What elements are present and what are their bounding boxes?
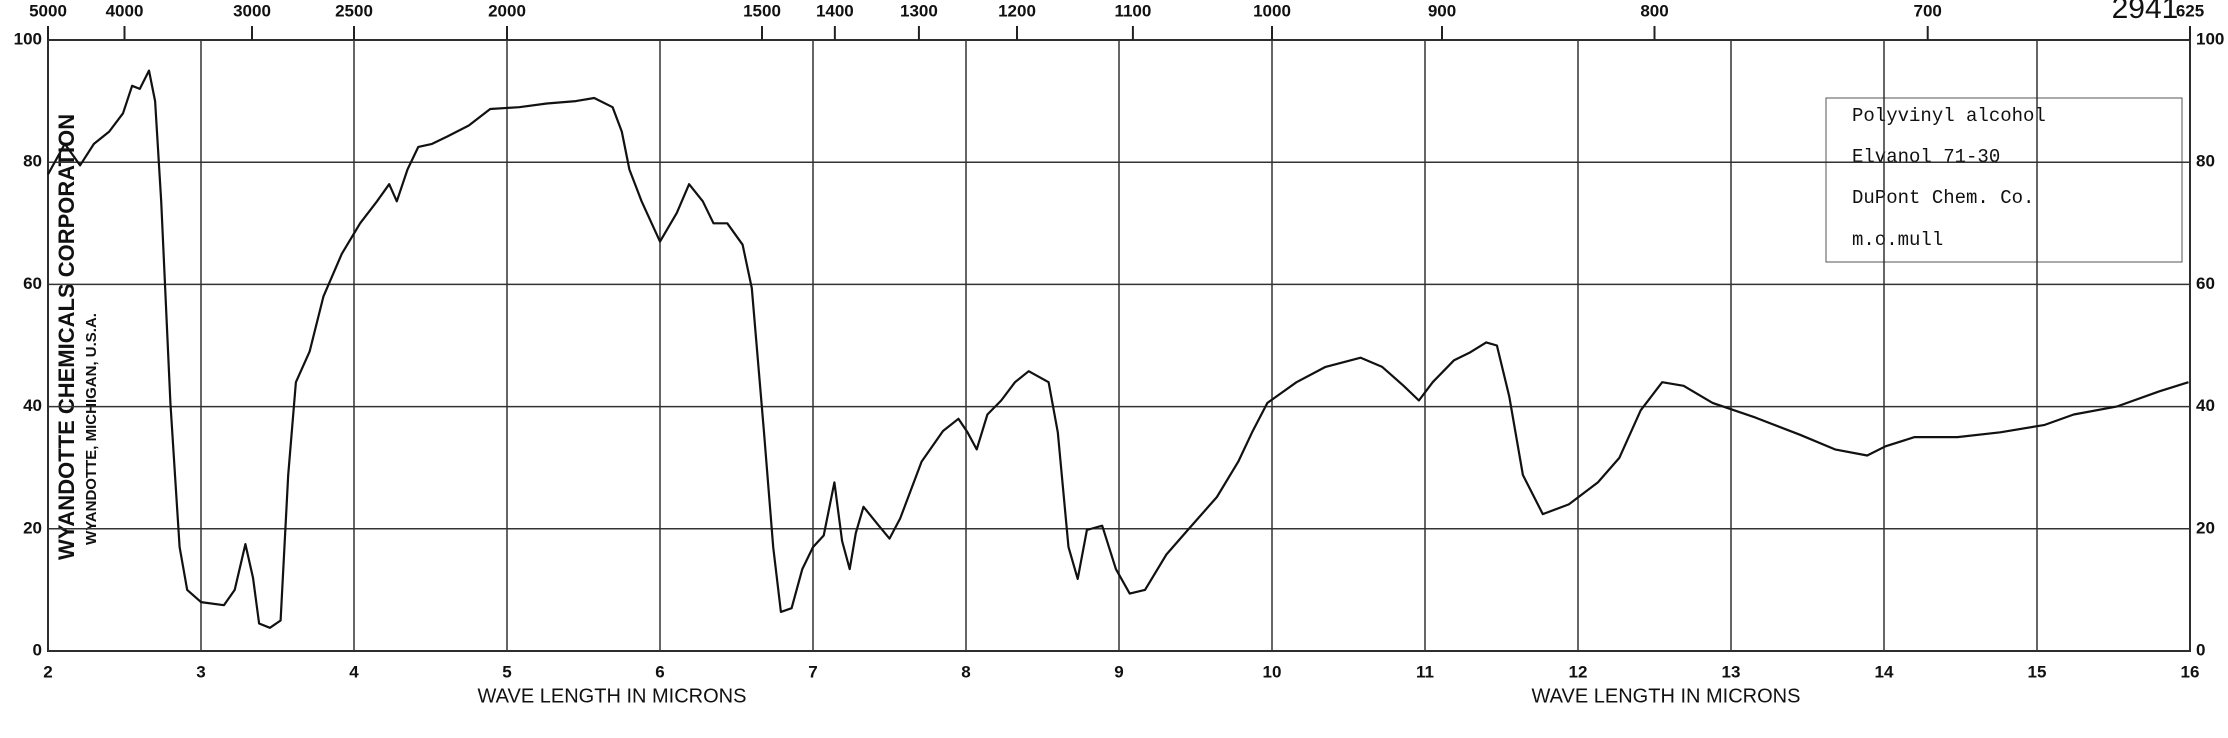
company-name: WYANDOTTE CHEMICALS CORPORATION [54,114,79,560]
x-tick-label: 4 [349,662,359,681]
x-tick-label: 12 [1569,662,1588,681]
x-tick-label: 13 [1722,662,1741,681]
spectrum-number: 2941 [2112,0,2179,25]
x-axis-label: WAVE LENGTH IN MICRONS [1532,685,1801,707]
sample-box [1825,97,2183,263]
top-tick-label: 2500 [335,1,373,20]
x-axis-label: WAVE LENGTH IN MICRONS [478,685,747,707]
y-tick-label: 0 [33,640,42,659]
top-tick-label: 5000 [29,1,67,20]
y-tick-label-right: 20 [2196,518,2215,537]
x-tick-label: 16 [2181,662,2200,681]
x-tick-label: 7 [808,662,817,681]
y-tick-label-right: 0 [2196,640,2205,659]
top-tick-label: 900 [1428,1,1456,20]
sample-line: Elvanol 71-30 [1852,146,2000,168]
y-tick-label-right: 60 [2196,274,2215,293]
x-tick-label: 5 [502,662,511,681]
x-tick-label: 14 [1875,662,1894,681]
x-tick-label: 11 [1416,662,1434,681]
top-tick-label: 1000 [1253,1,1291,20]
x-tick-label: 15 [2028,662,2047,681]
spectrum-line [47,69,2189,629]
x-tick-label: 3 [196,662,205,681]
x-tick-label: 10 [1263,662,1282,681]
top-tick-label: 1400 [816,1,854,20]
x-tick-label: 6 [655,662,664,681]
y-tick-label-right: 80 [2196,152,2215,171]
top-tick-label: 1300 [900,1,938,20]
y-tick-label-right: 40 [2196,396,2215,415]
x-tick-label: 8 [961,662,970,681]
top-tick-label: 1200 [998,1,1036,20]
y-tick-label: 80 [23,152,42,171]
sample-line: Polyvinyl alcohol [1852,105,2046,127]
top-tick-label: 700 [1914,1,1942,20]
top-tick-label: 1500 [743,1,781,20]
top-tick-label: 1100 [1114,1,1151,20]
top-tick-label: 3000 [233,1,271,20]
sample-line: DuPont Chem. Co. [1852,187,2034,209]
top-tick-label: 4000 [106,1,144,20]
x-tick-label: 9 [1114,662,1123,681]
sample-line: m.o.mull [1852,229,1943,251]
x-tick-label: 2 [43,662,52,681]
y-tick-label-right: 100 [2196,29,2224,48]
top-tick-label: 800 [1640,1,1668,20]
y-tick-label: 40 [23,396,42,415]
y-tick-label: 60 [23,274,42,293]
y-tick-label: 100 [14,29,42,48]
top-tick-label: 2000 [488,1,526,20]
y-tick-label: 20 [23,518,42,537]
top-tick-label: 625 [2176,1,2204,20]
company-location: WYANDOTTE, MICHIGAN, U.S.A. [83,313,100,545]
